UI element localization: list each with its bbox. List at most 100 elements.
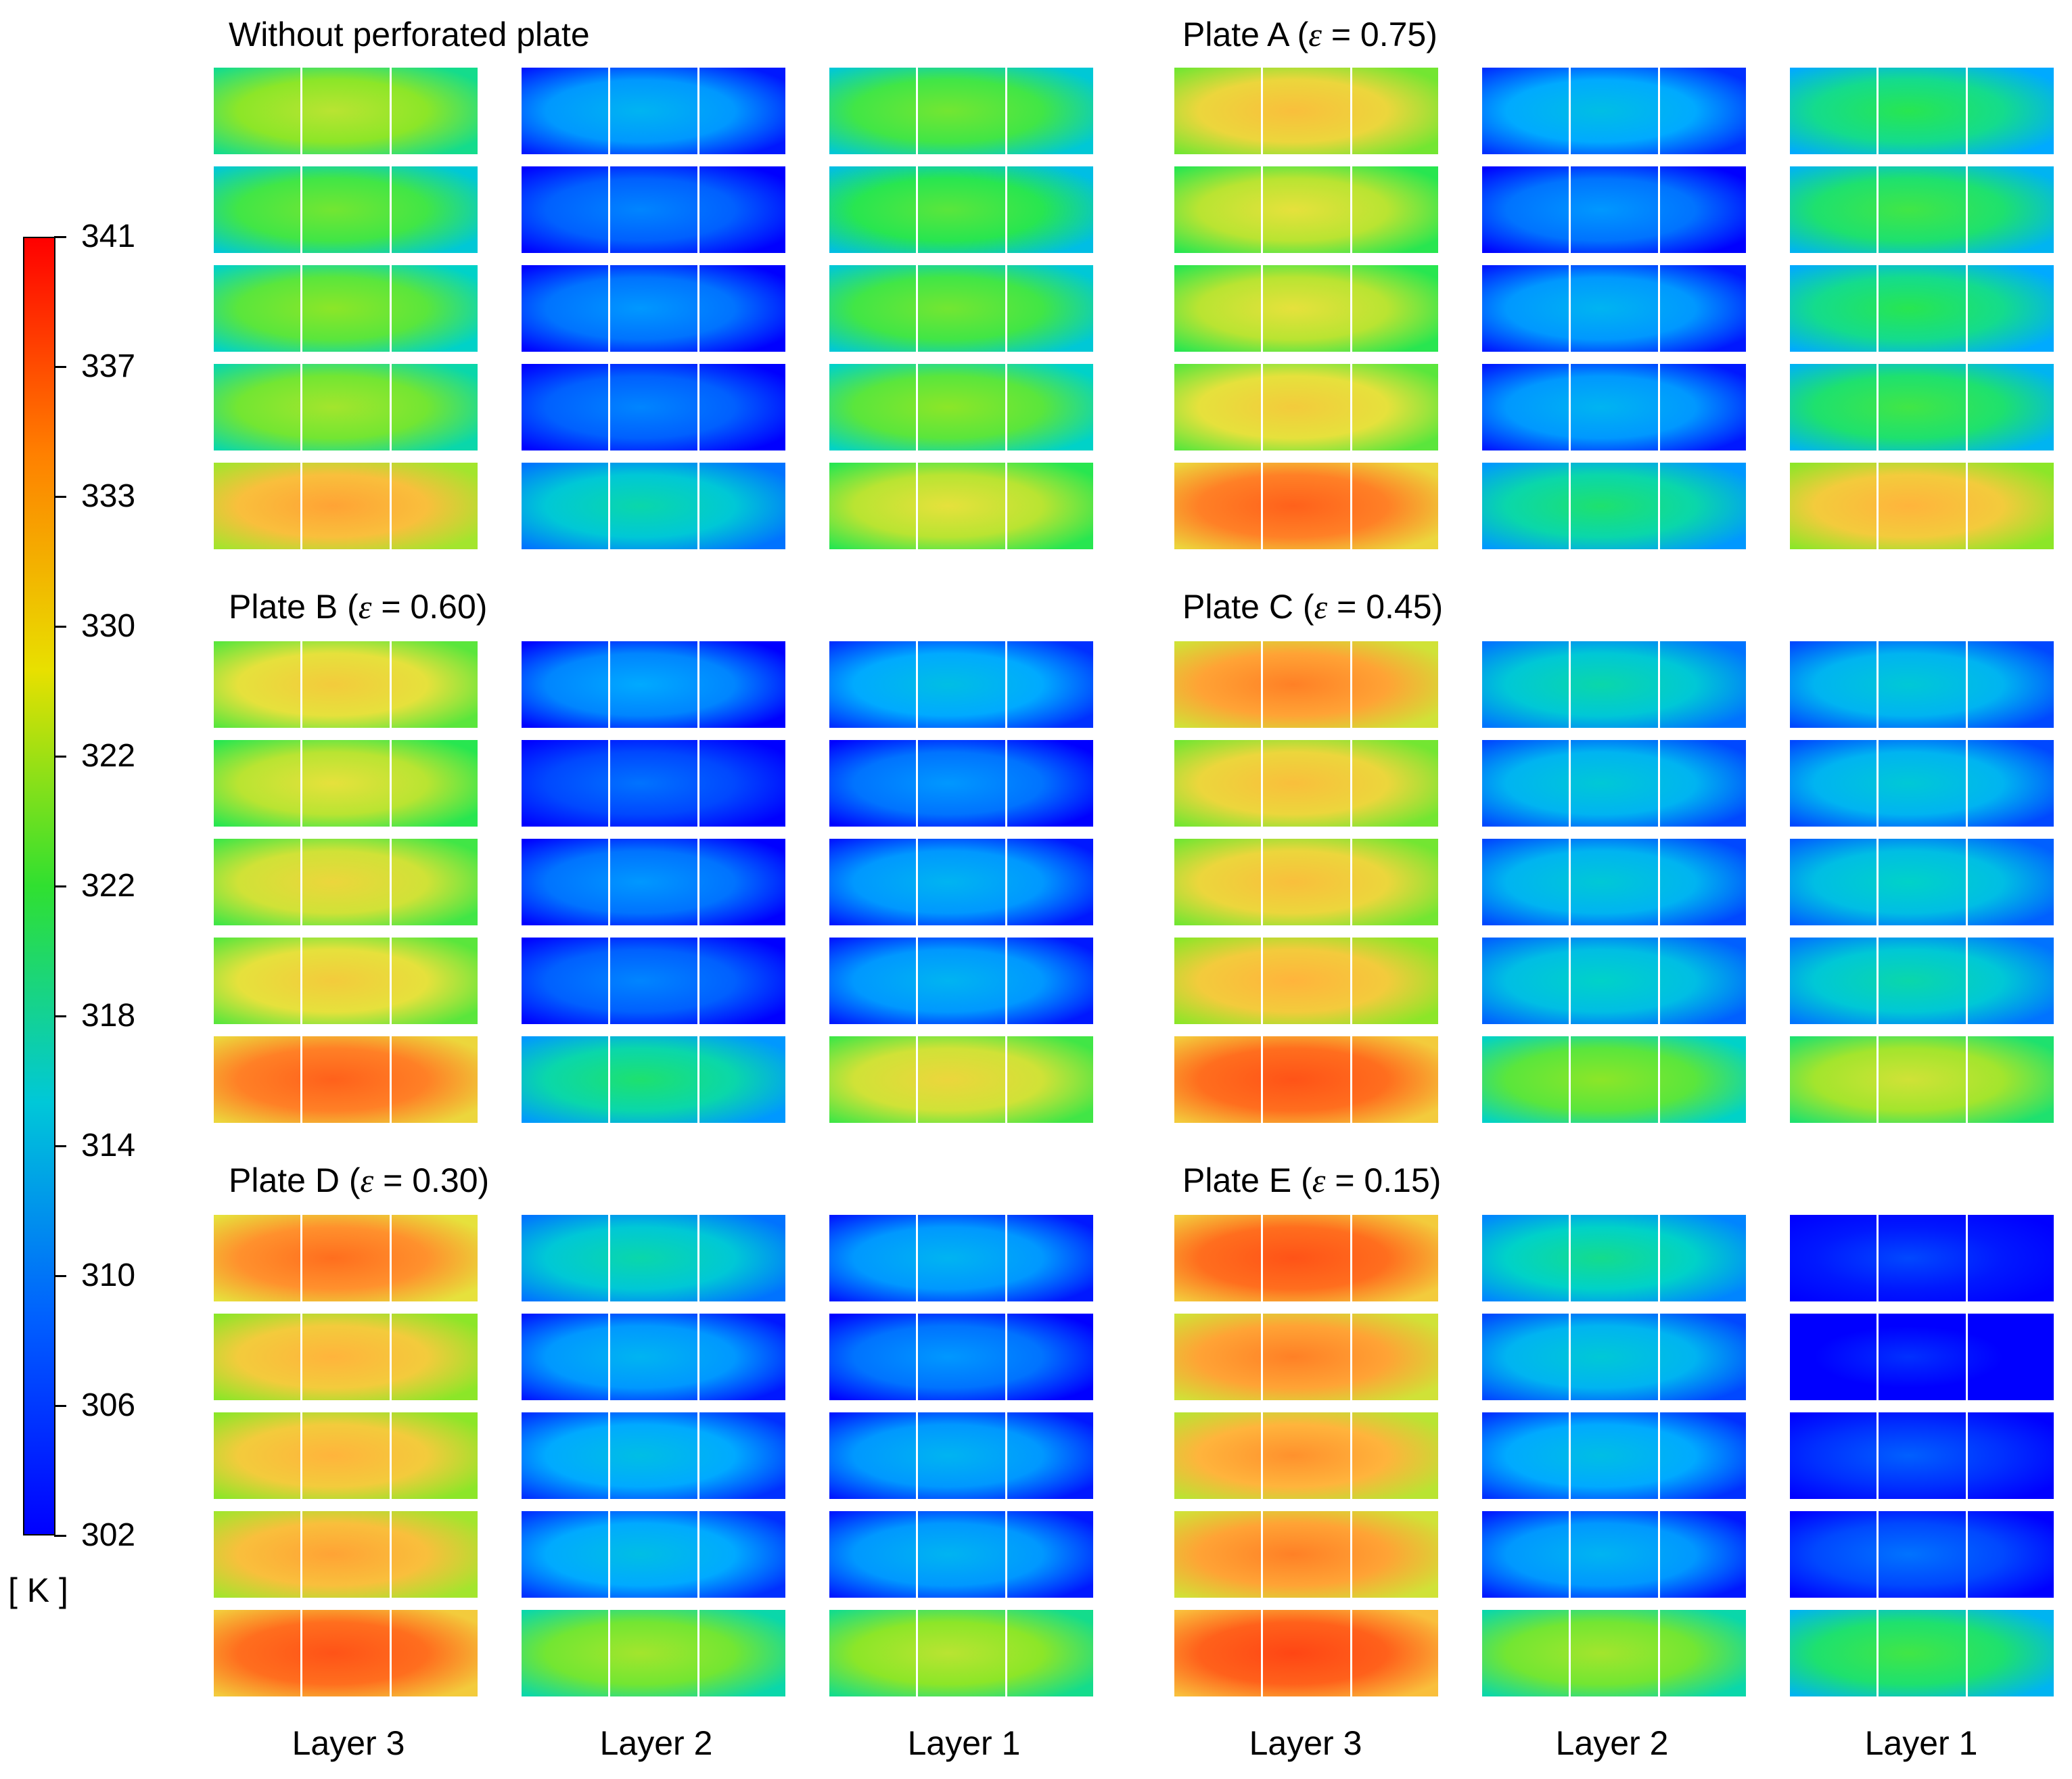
tile-divider: [916, 1036, 918, 1123]
heatmap-tile: [829, 166, 1093, 253]
heatmap-tile: [1482, 839, 1746, 925]
tile-divider: [1005, 839, 1007, 925]
heatmap-tile: [214, 641, 478, 728]
heatmap-tile: [1174, 1036, 1438, 1123]
colorbar-tick-label: 337: [81, 348, 136, 384]
tile-divider: [697, 938, 699, 1024]
tile-divider: [300, 364, 302, 450]
tile-divider: [1658, 641, 1660, 728]
tile-divider: [1658, 1610, 1660, 1696]
heatmap-tile: [1790, 938, 2054, 1024]
heatmap-tile: [829, 938, 1093, 1024]
tile-divider: [1005, 463, 1007, 549]
heatmap-tile: [214, 166, 478, 253]
tile-divider: [1569, 740, 1571, 827]
tile-divider: [1005, 740, 1007, 827]
tile-divider: [1261, 364, 1263, 450]
heatmap-tile: [1482, 364, 1746, 450]
tile-divider: [1569, 1610, 1571, 1696]
colorbar-tick-label: 330: [81, 608, 136, 644]
heatmap-tile: [1790, 68, 2054, 154]
colorbar-tick: [54, 366, 66, 368]
tile-divider: [1005, 1036, 1007, 1123]
tile-divider: [1005, 265, 1007, 352]
panel-title-plate-c: Plate C (ε = 0.45): [1182, 588, 1444, 626]
tile-divider: [1569, 364, 1571, 450]
tile-divider: [697, 364, 699, 450]
tile-divider: [390, 839, 392, 925]
heatmap-tile: [829, 1036, 1093, 1123]
tile-divider: [1569, 166, 1571, 253]
heatmap-tile: [1482, 740, 1746, 827]
colorbar-tick: [54, 626, 66, 628]
tile-divider: [1569, 938, 1571, 1024]
layer-label-left-1: Layer 1: [907, 1724, 1021, 1762]
tile-divider: [300, 1314, 302, 1400]
tile-divider: [1005, 364, 1007, 450]
heatmap-tile: [829, 1215, 1093, 1301]
tile-divider: [1569, 1215, 1571, 1301]
tile-divider: [1658, 1215, 1660, 1301]
tile-divider: [1569, 1314, 1571, 1400]
tile-divider: [1966, 740, 1968, 827]
heatmap-tile: [522, 740, 785, 827]
tile-divider: [916, 1511, 918, 1598]
tile-divider: [1350, 463, 1352, 549]
colorbar-tick-label: 341: [81, 218, 136, 254]
heatmap-tile: [1790, 740, 2054, 827]
colorbar-tick: [54, 1145, 66, 1147]
tile-divider: [608, 1215, 610, 1301]
tile-divider: [1005, 68, 1007, 154]
tile-divider: [300, 641, 302, 728]
heatmap-tile: [1790, 1314, 2054, 1400]
tile-divider: [1261, 463, 1263, 549]
heatmap-tile: [522, 1412, 785, 1499]
tile-divider: [1350, 1412, 1352, 1499]
layer-label-right-2: Layer 2: [1555, 1724, 1669, 1762]
tile-divider: [390, 740, 392, 827]
tile-divider: [1966, 1610, 1968, 1696]
tile-divider: [1350, 1036, 1352, 1123]
tile-divider: [390, 938, 392, 1024]
heatmap-tile: [214, 68, 478, 154]
heatmap-tile: [1482, 1511, 1746, 1598]
tile-divider: [300, 839, 302, 925]
tile-divider: [300, 166, 302, 253]
tile-divider: [1877, 1610, 1879, 1696]
tile-divider: [300, 1511, 302, 1598]
heatmap-tile: [1482, 1314, 1746, 1400]
heatmap-tile: [1174, 463, 1438, 549]
tile-divider: [300, 265, 302, 352]
tile-divider: [1658, 839, 1660, 925]
tile-divider: [1658, 1511, 1660, 1598]
tile-divider: [1005, 641, 1007, 728]
heatmap-tile: [829, 265, 1093, 352]
tile-divider: [1261, 1215, 1263, 1301]
tile-divider: [1877, 641, 1879, 728]
tile-divider: [916, 68, 918, 154]
tile-divider: [916, 1412, 918, 1499]
tile-divider: [697, 1314, 699, 1400]
heatmap-tile: [1790, 463, 2054, 549]
tile-divider: [1569, 1412, 1571, 1499]
tile-divider: [1261, 1511, 1263, 1598]
heatmap-tile: [522, 68, 785, 154]
colorbar-tick-label: 322: [81, 738, 136, 774]
tile-divider: [1658, 463, 1660, 549]
tile-divider: [300, 1610, 302, 1696]
heatmap-tile: [522, 1511, 785, 1598]
heatmap-tile: [522, 938, 785, 1024]
tile-divider: [1877, 364, 1879, 450]
tile-divider: [300, 740, 302, 827]
tile-divider: [1569, 68, 1571, 154]
colorbar-tick-label: 322: [81, 868, 136, 904]
tile-divider: [1350, 1610, 1352, 1696]
heatmap-tile: [1174, 1412, 1438, 1499]
tile-divider: [1877, 68, 1879, 154]
heatmap-tile: [214, 265, 478, 352]
heatmap-tile: [1174, 1610, 1438, 1696]
tile-divider: [697, 463, 699, 549]
heatmap-tile: [1482, 938, 1746, 1024]
heatmap-tile: [214, 1412, 478, 1499]
heatmap-tile: [522, 1610, 785, 1696]
